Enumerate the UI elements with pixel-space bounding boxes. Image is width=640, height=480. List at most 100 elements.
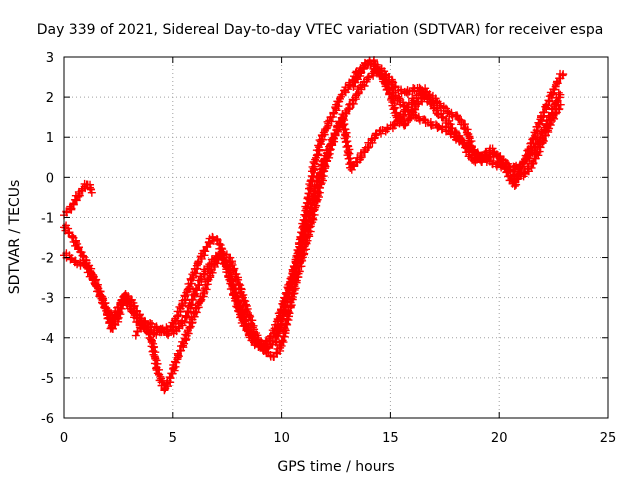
- data-point: [414, 112, 423, 121]
- data-point: [150, 342, 159, 351]
- data-point: [556, 90, 565, 99]
- data-point: [533, 127, 542, 136]
- data-point: [68, 200, 77, 209]
- data-point: [281, 320, 290, 329]
- data-point: [156, 372, 165, 381]
- data-point: [66, 255, 75, 264]
- y-tick-label: 2: [46, 91, 54, 106]
- data-point: [540, 131, 549, 140]
- data-point: [552, 78, 561, 87]
- data-point: [419, 90, 428, 99]
- data-point: [112, 312, 121, 321]
- data-point: [373, 65, 382, 74]
- y-axis-ticks: -6 -5 -4 -3 -2 -1 0 1 2 3: [41, 51, 608, 427]
- data-point: [349, 162, 358, 171]
- data-point: [186, 322, 195, 331]
- data-point: [200, 289, 209, 298]
- data-point: [131, 331, 140, 340]
- data-point: [471, 154, 480, 163]
- data-point: [311, 155, 320, 164]
- y-tick-label: -5: [41, 372, 54, 387]
- y-tick-label: -3: [41, 292, 54, 307]
- data-point: [180, 339, 189, 348]
- data-point: [400, 107, 409, 116]
- y-tick-label: -4: [41, 332, 54, 347]
- chart-title: Day 339 of 2021, Sidereal Day-to-day VTE…: [37, 22, 604, 38]
- data-point: [310, 191, 319, 200]
- data-point: [391, 111, 400, 120]
- data-point: [512, 174, 521, 183]
- data-point: [189, 273, 198, 282]
- x-axis-ticks: 0 5 10 15 20 25: [60, 57, 616, 446]
- data-point: [248, 316, 257, 325]
- data-point: [213, 235, 222, 244]
- data-point: [117, 296, 126, 305]
- data-point: [272, 325, 281, 334]
- data-points: [60, 56, 568, 395]
- y-tick-label: 0: [46, 171, 54, 186]
- data-point: [334, 127, 343, 136]
- data-point: [191, 285, 200, 294]
- data-point: [191, 269, 200, 278]
- data-point: [390, 82, 399, 91]
- data-point: [389, 96, 398, 105]
- data-point: [177, 300, 186, 309]
- data-point: [502, 167, 511, 176]
- data-point: [223, 260, 232, 269]
- data-point: [180, 317, 189, 326]
- data-point: [184, 329, 193, 338]
- data-point: [174, 351, 183, 360]
- data-point: [187, 279, 196, 288]
- data-point: [337, 90, 346, 99]
- data-point: [144, 329, 153, 338]
- data-point: [203, 264, 212, 273]
- data-point: [153, 359, 162, 368]
- data-point: [538, 117, 547, 126]
- data-point: [543, 126, 552, 135]
- data-point: [458, 138, 467, 147]
- x-axis-label: GPS time / hours: [277, 459, 394, 475]
- data-point: [539, 136, 547, 145]
- data-point: [269, 329, 278, 338]
- data-point: [459, 139, 468, 148]
- data-point: [272, 348, 281, 357]
- data-point: [360, 147, 369, 156]
- data-point: [68, 233, 77, 242]
- data-point: [357, 85, 366, 94]
- data-point: [166, 374, 175, 383]
- plot-frame: [63, 56, 609, 419]
- data-point: [232, 275, 241, 284]
- y-tick-label: 1: [46, 131, 54, 146]
- data-point: [96, 287, 105, 296]
- data-point: [314, 150, 323, 159]
- data-point: [370, 133, 379, 142]
- data-point: [87, 188, 96, 197]
- x-tick-label: 5: [169, 431, 177, 446]
- data-point: [171, 326, 180, 335]
- data-point: [319, 135, 328, 144]
- y-tick-label: -2: [41, 252, 54, 267]
- data-point: [295, 248, 304, 257]
- data-point: [529, 159, 538, 168]
- data-point: [446, 120, 455, 129]
- data-point: [103, 305, 112, 314]
- data-point: [242, 307, 251, 316]
- data-point: [447, 108, 456, 117]
- data-point: [295, 243, 304, 252]
- data-point: [152, 322, 161, 331]
- data-point: [559, 70, 568, 79]
- data-point: [349, 82, 358, 91]
- data-point: [555, 104, 564, 113]
- series-5: [349, 56, 433, 130]
- data-point: [403, 86, 412, 95]
- data-point: [424, 91, 433, 100]
- y-tick-label: -6: [41, 412, 54, 427]
- data-point: [344, 85, 353, 94]
- series-3: [131, 69, 568, 351]
- x-tick-label: 10: [273, 431, 290, 446]
- data-point: [71, 256, 80, 265]
- data-point: [299, 231, 308, 240]
- x-tick-label: 15: [382, 431, 399, 446]
- series-4: [60, 179, 96, 220]
- data-point: [182, 312, 191, 321]
